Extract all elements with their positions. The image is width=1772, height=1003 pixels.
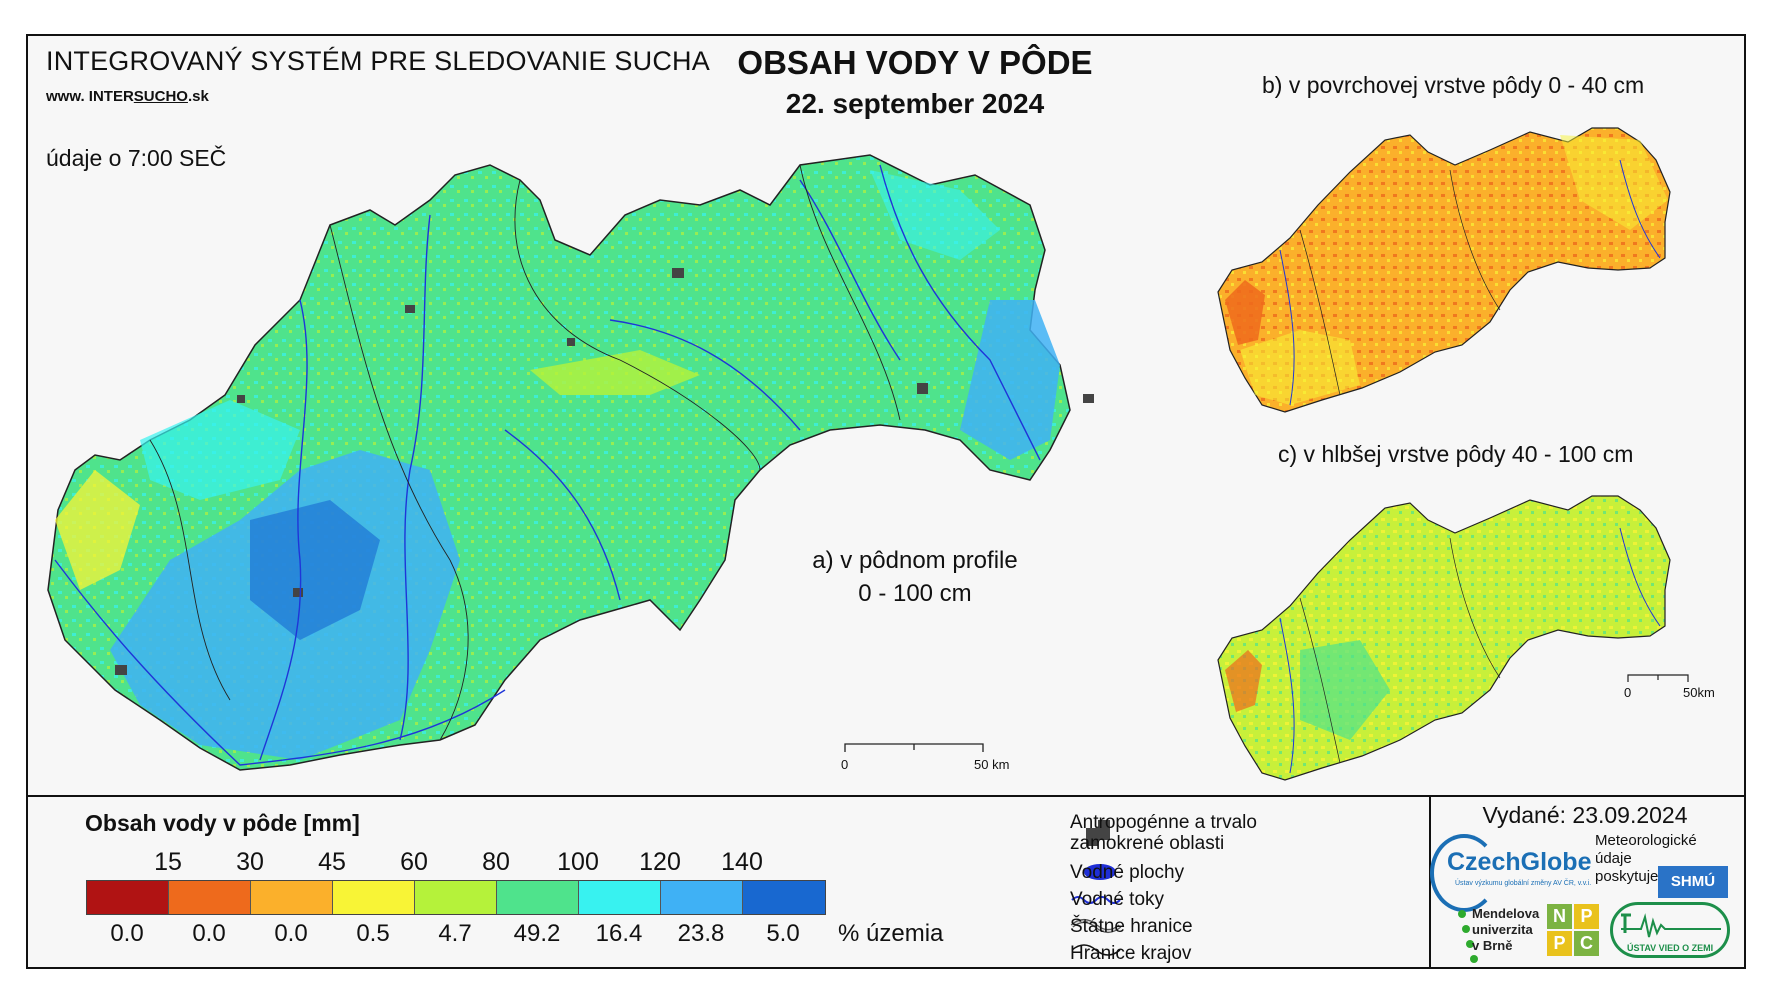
czechglobe-logo: CzechGlobe (1447, 848, 1592, 876)
legend-color-swatch (415, 881, 497, 914)
scale-main-start: 0 (841, 757, 849, 772)
legend-color-swatch (579, 881, 661, 914)
legend-percentage-label: 23.8 (677, 920, 725, 947)
nppc-letter: P (1547, 931, 1572, 956)
scale-main-end: 50 km (974, 757, 1010, 772)
legend-percentage-label: 0.0 (110, 920, 144, 947)
scale-small-end: 50km (1683, 685, 1715, 700)
issued-date: Vydané: 23.09.2024 (1482, 802, 1688, 828)
legend-color-swatch (333, 881, 415, 914)
scale-small-start: 0 (1624, 685, 1632, 700)
seismograph-icon (1621, 913, 1721, 938)
data-time: údaje o 7:00 SEČ (46, 145, 227, 171)
mendel-dot-icon (1458, 910, 1466, 918)
main-map (47, 154, 1094, 771)
mendel-dot-icon (1466, 940, 1474, 948)
legend-threshold-label: 30 (236, 848, 264, 876)
page-title: OBSAH VODY V PÔDE (737, 44, 1093, 81)
legend-water-bodies: Vodné plochy (1070, 862, 1185, 883)
legend-percentage-label: 0.0 (274, 920, 308, 947)
legend-threshold-label: 45 (318, 848, 346, 876)
website-link[interactable]: www. INTERSUCHO.sk (46, 88, 209, 105)
legend-threshold-label: 100 (557, 848, 599, 876)
map-surface-layer (1217, 127, 1671, 413)
legend-title: Obsah vody v pôde [mm] (85, 810, 360, 836)
shmu-logo: SHMÚ (1658, 866, 1728, 898)
legend-water-streams: Vodné toky (1070, 889, 1165, 910)
legend-color-swatch (661, 881, 743, 914)
meteo-provider-label: Meteorologické údaje poskytuje: (1595, 832, 1697, 885)
legend-percentage-label: 4.7 (438, 920, 472, 947)
legend-color-swatch (169, 881, 251, 914)
czechglobe-subtitle: Ústav výzkumu globální změny AV ČR, v.v.… (1455, 880, 1592, 887)
legend-threshold-label: 140 (721, 848, 763, 876)
map-a-depth: 0 - 100 cm (858, 580, 972, 607)
legend-symbols (1070, 820, 1122, 956)
legend-state-border: Štátne hranice (1070, 916, 1193, 937)
legend-threshold-label: 60 (400, 848, 428, 876)
legend-percentage-label: 5.0 (766, 920, 800, 947)
legend-percentage-label: 0.5 (356, 920, 390, 947)
mendel-logo: Mendelova univerzita v Brně (1472, 906, 1540, 953)
legend-color-swatch (87, 881, 169, 914)
legend-color-swatch (743, 881, 825, 914)
legend-color-swatch (251, 881, 333, 914)
legend-color-swatch (497, 881, 579, 914)
map-a-label: a) v pôdnom profile (812, 547, 1018, 574)
nppc-letter: C (1574, 931, 1599, 956)
nppc-logo: N P P C (1547, 904, 1599, 956)
nppc-letter: P (1574, 904, 1599, 929)
legend-percentage-label: 0.0 (192, 920, 226, 947)
legend-region-border: Hranice krajov (1070, 943, 1192, 964)
scale-bar-small (1627, 674, 1689, 682)
legend-threshold-label: 15 (154, 848, 182, 876)
legend-anthropogenic: Antropogénne a trvalo zamokrené oblasti (1070, 812, 1257, 854)
map-deep-layer (1217, 495, 1671, 781)
scale-bar-main (844, 743, 984, 752)
map-b-label: b) v povrchovej vrstve pôdy 0 - 40 cm (1262, 72, 1645, 98)
legend-percentage-label: 49.2 (513, 920, 561, 947)
map-c-label: c) v hlbšej vrstve pôdy 40 - 100 cm (1278, 441, 1634, 467)
mendel-dot-icon (1470, 955, 1478, 963)
legend-threshold-label: 80 (482, 848, 510, 876)
legend-percentage-label: 16.4 (595, 920, 643, 947)
legend-color-bar (86, 880, 826, 915)
mendel-dot-icon (1462, 925, 1470, 933)
percent-unit: % územia (838, 920, 944, 947)
system-title: INTEGROVANÝ SYSTÉM PRE SLEDOVANIE SUCHA (46, 46, 710, 76)
page-date: 22. september 2024 (785, 88, 1045, 119)
uvz-logo: ÚSTAV VIED O ZEMI (1610, 902, 1730, 958)
legend-threshold-label: 120 (639, 848, 681, 876)
nppc-letter: N (1547, 904, 1572, 929)
legend-divider (26, 795, 1746, 797)
